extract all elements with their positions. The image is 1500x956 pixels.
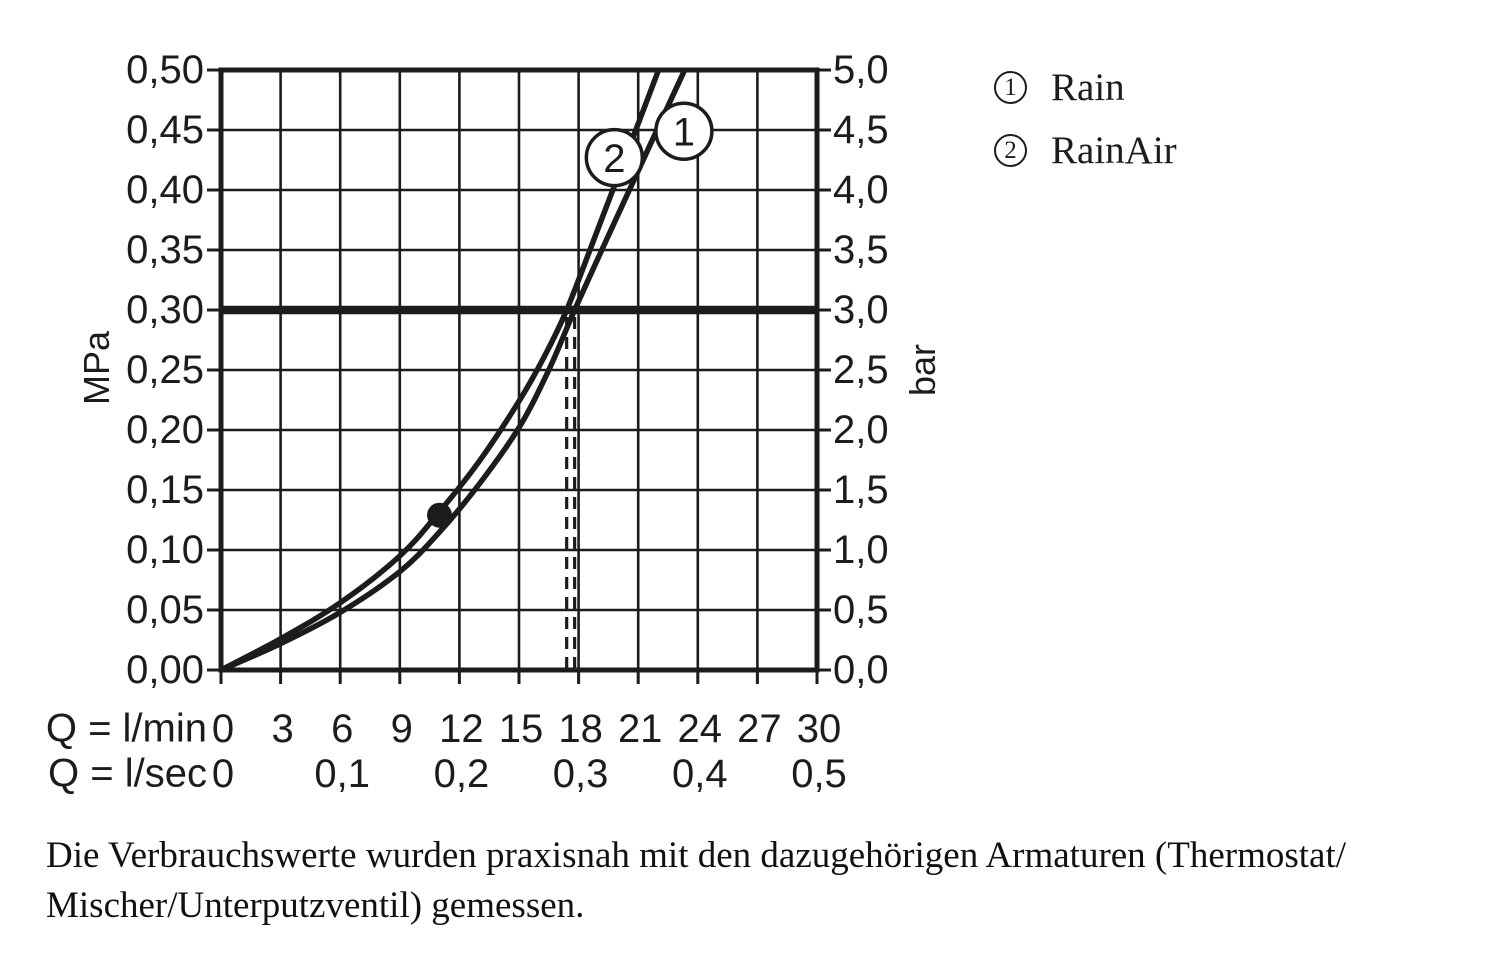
legend-label-rainair: RainAir xyxy=(1051,129,1177,172)
curve-label-circle-2 xyxy=(584,127,645,188)
footnote-line2: Mischer/Unterputzventil) gemessen. xyxy=(46,885,585,926)
y-left-axis-unit: MPa xyxy=(76,330,117,406)
legend-label-rain: Rain xyxy=(1051,66,1125,109)
plot-border xyxy=(218,67,820,673)
footnote: Die Verbrauchswerte wurden praxisnah mit… xyxy=(46,831,1466,931)
curve-label-circle-1 xyxy=(654,101,714,161)
legend-item-rain: 1 Rain xyxy=(994,68,1177,107)
x-axis-lsec-label: Q = l/sec xyxy=(48,751,207,796)
curve-label-number-1: 1 xyxy=(673,111,695,155)
legend: 1 Rain 2 RainAir xyxy=(994,68,1177,194)
y-right-axis-unit: bar xyxy=(902,343,943,397)
curve-label-number-2: 2 xyxy=(603,137,625,181)
legend-symbol-1-icon: 1 xyxy=(994,71,1027,104)
measurement-dot xyxy=(427,502,453,528)
footnote-line1: Die Verbrauchswerte wurden praxisnah mit… xyxy=(46,835,1347,876)
x-axis-lmin-label: Q = l/min xyxy=(45,706,207,751)
legend-item-rainair: 2 RainAir xyxy=(994,131,1177,170)
legend-symbol-2-icon: 2 xyxy=(994,134,1027,167)
